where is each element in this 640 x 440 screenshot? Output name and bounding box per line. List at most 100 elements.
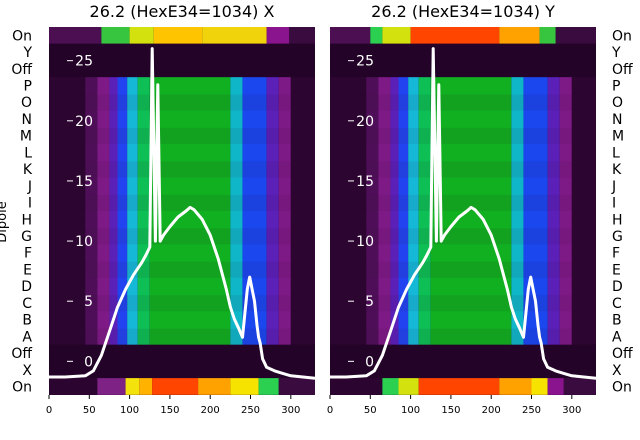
heat-cell (418, 177, 431, 195)
x-tick-label: 150 (441, 405, 460, 416)
heat-cell (290, 110, 315, 128)
heat-cell (559, 110, 572, 128)
heat-cell (85, 294, 98, 312)
heat-cell (117, 160, 128, 179)
heat-cell (559, 210, 572, 229)
heat-cell (127, 194, 138, 212)
x-tick-label: 250 (241, 405, 260, 416)
heat-cell (127, 261, 138, 279)
heat-cell (266, 244, 279, 262)
row-label: F (24, 246, 32, 262)
heat-cell (97, 194, 110, 212)
heat-cell (330, 194, 367, 212)
heat-cell (390, 327, 399, 346)
heat-cell (390, 261, 399, 279)
row-label: G (21, 229, 32, 245)
heat-cell (278, 110, 291, 128)
heat-cell (330, 160, 367, 179)
heat-cell (85, 93, 98, 112)
heat-cell (430, 93, 512, 112)
heat-cell (559, 227, 572, 245)
row-label: X (22, 363, 32, 379)
heat-cell (85, 127, 98, 145)
heat-cell (266, 327, 279, 346)
heat-cell (230, 177, 243, 195)
heat-cell (97, 144, 110, 162)
heat-cell (230, 227, 243, 245)
heat-cell (49, 110, 86, 128)
heat-cell (290, 194, 315, 212)
heat-cell (85, 194, 98, 212)
heat-cell (278, 210, 291, 229)
heat-cell (137, 294, 150, 312)
heat-cell (149, 160, 231, 179)
heat-cell (390, 127, 399, 145)
heat-cell (378, 261, 391, 279)
heat-cell (390, 227, 399, 245)
overlay-tick-label: 0 (84, 354, 93, 370)
x-tick-label: 150 (160, 405, 179, 416)
heat-cell (418, 93, 431, 112)
row-label: J (611, 179, 616, 195)
heat-row-off-top (330, 43, 596, 78)
overlay-tick-label: 5 (84, 294, 93, 310)
heat-cell (547, 261, 560, 279)
row-label: On (612, 379, 632, 395)
heat-cell (511, 93, 524, 112)
heat-cell (49, 194, 86, 212)
heat-cell (571, 261, 596, 279)
x-tick-label: 250 (522, 405, 541, 416)
heat-cell (290, 77, 315, 95)
x-tick-label: 50 (364, 405, 377, 416)
heat-cell (523, 93, 548, 112)
heat-cell (390, 294, 399, 312)
heat-cell (330, 311, 367, 329)
heat-cell (418, 327, 431, 346)
row-label: H (21, 212, 32, 228)
heat-cell (366, 144, 379, 162)
heat-cell (137, 144, 150, 162)
heat-cell (378, 177, 391, 195)
heat-cell-top-on (539, 27, 556, 44)
row-label: L (24, 145, 32, 161)
heat-cell (430, 194, 512, 212)
heat-cell (366, 194, 379, 212)
heat-cell (242, 110, 267, 128)
heat-cell (559, 294, 572, 312)
heat-cell (85, 144, 98, 162)
heat-cell (398, 194, 409, 212)
heat-cell (398, 110, 409, 128)
heat-cell (366, 277, 379, 296)
heat-cell (230, 194, 243, 212)
heat-cell (117, 177, 128, 195)
heat-cell (390, 160, 399, 179)
heat-cell (109, 160, 118, 179)
heat-cell (137, 160, 150, 179)
heat-cell (49, 210, 86, 229)
heat-cell (290, 294, 315, 312)
heat-cell-bottom-on (499, 378, 532, 395)
heat-cell (278, 227, 291, 245)
heat-cell (137, 244, 150, 262)
heat-cell (571, 311, 596, 329)
heat-cell (117, 244, 128, 262)
overlay-line (330, 47, 597, 380)
heat-cell (127, 227, 138, 245)
heat-cell (418, 144, 431, 162)
heat-cell-bottom-on (382, 378, 399, 395)
heat-cell (366, 244, 379, 262)
heat-cell (408, 127, 419, 145)
heat-cell (430, 294, 512, 312)
heat-cell (430, 127, 512, 145)
heat-cell-bottom-on (198, 378, 231, 395)
heat-cell (408, 327, 419, 346)
heat-cell (547, 294, 560, 312)
heat-cell (85, 160, 98, 179)
heat-cell (571, 110, 596, 128)
heat-cell (117, 127, 128, 145)
heat-cell (408, 93, 419, 112)
heat-cell (523, 144, 548, 162)
heat-cell (511, 244, 524, 262)
heat-cell (418, 110, 431, 128)
heat-cell (49, 311, 86, 329)
